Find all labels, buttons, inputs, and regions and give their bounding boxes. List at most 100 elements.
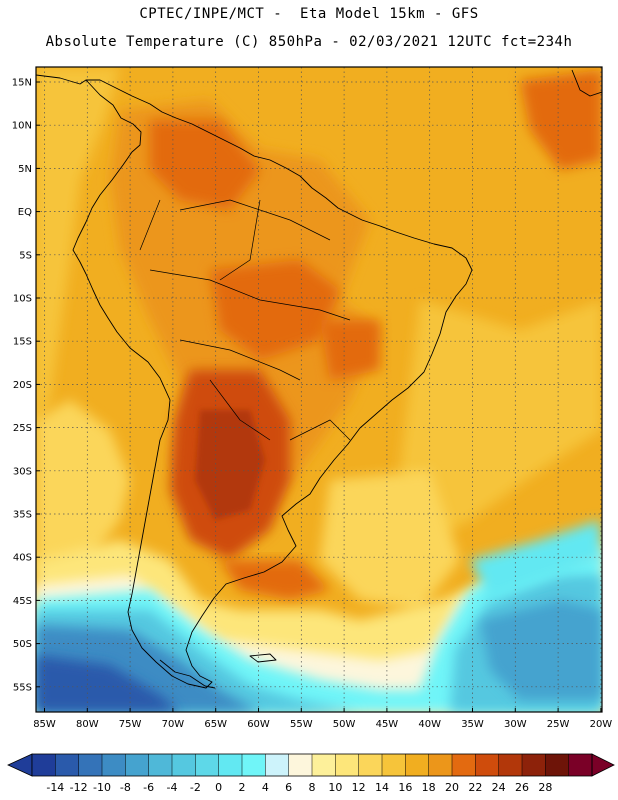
colorbar-swatch: [218, 754, 243, 776]
colorbar-swatch: [498, 754, 523, 776]
colorbar-left-arrow: [7, 753, 33, 777]
colorbar-label: 0: [215, 781, 222, 794]
colorbar-label: -6: [143, 781, 154, 794]
colorbar-swatch: [172, 754, 196, 776]
colorbar-swatch: [55, 754, 79, 776]
lat-label: 55S: [13, 682, 32, 693]
colorbar-swatch: [358, 754, 383, 776]
colorbar-swatch: [265, 754, 289, 776]
lon-label: 75W: [119, 719, 142, 730]
africa-coast: [571, 69, 602, 97]
field-chaco-core: [195, 410, 265, 520]
lat-label: 50S: [13, 639, 32, 650]
falkland-islands: [249, 653, 277, 663]
lat-label: 20S: [13, 380, 32, 391]
lat-label: 25S: [13, 423, 32, 434]
colorbar-label: -2: [190, 781, 201, 794]
tierra-del-fuego: [159, 659, 216, 689]
lat-label: 15N: [12, 78, 32, 89]
colorbar-swatch: [335, 754, 359, 776]
lat-label: 35S: [13, 510, 32, 521]
colorbar-label: 16: [398, 781, 412, 794]
colorbar-label: 10: [328, 781, 342, 794]
colorbar-label: -14: [46, 781, 64, 794]
field-pacific-north: [36, 67, 120, 430]
colorbar-label: -12: [70, 781, 88, 794]
lon-label: 70W: [162, 719, 185, 730]
lon-label: 80W: [76, 719, 99, 730]
lat-label: 30S: [13, 466, 32, 477]
title-line-1: CPTEC/INPE/MCT - Eta Model 15km - GFS: [139, 6, 479, 22]
lon-label: 50W: [333, 719, 356, 730]
field-patagonia-warm: [220, 560, 330, 600]
coastlines: [36, 69, 602, 689]
field-atlantic-south: [320, 470, 460, 610]
colorbar-swatch: [242, 754, 266, 776]
temperature-field: [36, 67, 602, 712]
colorbar-swatch: [148, 754, 173, 776]
colorbar-label: 20: [445, 781, 459, 794]
colorbar-label: 28: [538, 781, 552, 794]
colorbar-label: 18: [422, 781, 436, 794]
lat-label: 40S: [13, 553, 32, 564]
field-coldest-core: [36, 655, 180, 712]
colorbar-swatch: [195, 754, 219, 776]
lat-label: 5N: [18, 164, 32, 175]
colorbar-label: 14: [375, 781, 389, 794]
colorbar: -14 -12 -10 -8 -6 -4 -2 0 2 4 6 8 10 12 14 16 18 20 22 24 26…: [7, 753, 615, 794]
colorbar-label: 24: [492, 781, 506, 794]
colorbar-swatch: [452, 754, 476, 776]
colorbar-swatch: [382, 754, 406, 776]
colorbar-label: 6: [285, 781, 292, 794]
field-east-hot: [320, 320, 380, 380]
lon-label: 85W: [33, 719, 56, 730]
latitude-labels: 15N 10N 5N EQ 5S 10S 15S 20S 25S 30S 35S 40S 45S 50S 5…: [12, 78, 40, 693]
colorbar-right-arrow: [591, 753, 615, 777]
colorbar-swatch: [545, 754, 569, 776]
colorbar-label: 8: [309, 781, 316, 794]
colorbar-label: 12: [352, 781, 366, 794]
lon-label: 20W: [590, 719, 613, 730]
lat-label: 45S: [13, 596, 32, 607]
field-pacific-mid: [36, 400, 130, 570]
field-atlantic-mid: [400, 300, 602, 540]
colorbar-swatch: [405, 754, 429, 776]
title-line-2: Absolute Temperature (C) 850hPa - 02/03/…: [45, 34, 573, 50]
colorbar-label: 2: [239, 781, 246, 794]
colorbar-swatch: [428, 754, 453, 776]
longitude-labels: 85W 80W 75W 70W 65W 60W 55W 50W 45W 40W 35W 30W 25W 2…: [33, 708, 612, 730]
colorbar-swatch: [288, 754, 313, 776]
colorbar-swatch: [312, 754, 336, 776]
lat-label: 5S: [19, 250, 32, 261]
field-ne-atlantic-hot: [520, 70, 602, 170]
lat-label: 10N: [12, 121, 32, 132]
colorbar-label: 26: [515, 781, 529, 794]
colorbar-swatch: [475, 754, 499, 776]
lon-label: 30W: [504, 719, 527, 730]
lat-label: 15S: [13, 337, 32, 348]
lon-label: 65W: [204, 719, 227, 730]
political-borders: [139, 199, 351, 441]
colorbar-swatch: [522, 754, 546, 776]
plot-frame: [35, 66, 603, 713]
field-central-hot: [210, 260, 340, 360]
field-south-atlantic-cold: [480, 600, 602, 700]
central-america-coast: [36, 74, 87, 85]
colorbar-label: 22: [468, 781, 482, 794]
colorbar-swatch: [125, 754, 149, 776]
south-america-coast: [72, 79, 473, 689]
lon-label: 45W: [376, 719, 399, 730]
lon-label: 40W: [418, 719, 441, 730]
field-north-hot: [150, 120, 260, 210]
field-sa-cold-edge: [470, 520, 602, 600]
lat-label: 10S: [13, 294, 32, 305]
colorbar-label: -10: [93, 781, 111, 794]
colorbar-swatch: [568, 754, 593, 776]
colorbar-swatch: [78, 754, 103, 776]
lat-label: EQ: [18, 207, 32, 218]
lon-label: 60W: [247, 719, 270, 730]
lon-label: 25W: [547, 719, 570, 730]
colorbar-swatch: [32, 754, 56, 776]
colorbar-label: -8: [120, 781, 131, 794]
